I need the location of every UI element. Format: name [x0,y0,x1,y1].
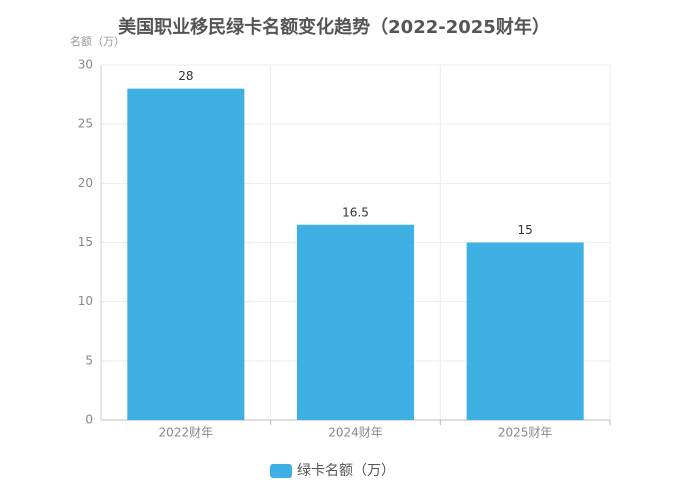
legend-swatch [270,464,292,478]
y-tick-label: 15 [78,235,93,249]
bar [296,224,415,420]
x-tick-label: 2022财年 [159,426,214,440]
y-tick-label: 0 [85,413,93,427]
chart-title: 美国职业移民绿卡名额变化趋势（2022-2025财年） [118,16,550,38]
data-label: 16.5 [342,205,369,219]
y-axis-label: 名额（万） [70,34,125,48]
y-tick-label: 10 [78,294,93,308]
x-tick-label: 2024财年 [328,426,383,440]
bar [466,242,584,420]
data-label: 28 [178,69,193,83]
bar [127,88,245,421]
data-label: 15 [518,223,533,237]
y-tick-label: 20 [78,176,93,190]
x-tick-label: 2025财年 [498,426,553,440]
y-tick-label: 5 [85,353,93,367]
legend-label: 绿卡名额（万） [297,463,395,479]
y-tick-label: 30 [78,58,93,72]
y-tick-label: 25 [78,117,93,131]
